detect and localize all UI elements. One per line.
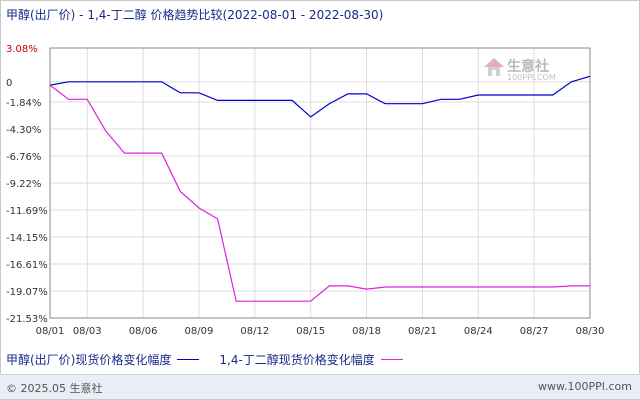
house-logo-icon bbox=[484, 58, 504, 76]
x-tick-label: 08/01 bbox=[36, 326, 65, 337]
y-tick-label: -21.53% bbox=[6, 314, 48, 325]
watermark-name: 生意社 bbox=[507, 59, 549, 75]
watermark-url: 100PPI.COM bbox=[507, 73, 556, 82]
x-tick-label: 08/09 bbox=[185, 326, 214, 337]
y-tick-label: -1.84% bbox=[6, 98, 41, 109]
footer-copyright: © 2025.05 生意社 bbox=[6, 382, 103, 395]
y-tick-label: -11.69% bbox=[6, 206, 48, 217]
x-tick-label: 08/21 bbox=[408, 326, 437, 337]
footer: © 2025.05 生意社 www.100PPI.com bbox=[0, 374, 640, 399]
y-axis: 3.08% 0 -1.84% -4.30% -6.76% -9.22% -11.69% -14… bbox=[6, 44, 48, 325]
y-tick-label: -14.15% bbox=[6, 233, 48, 244]
y-tick-label: -19.07% bbox=[6, 287, 48, 298]
legend-swatch-series1 bbox=[177, 358, 200, 360]
x-tick-label: 08/27 bbox=[520, 326, 549, 337]
x-tick-label: 08/18 bbox=[352, 326, 381, 337]
legend: 甲醇(出厂价)现货价格变化幅度 1,4-丁二醇现货价格变化幅度 bbox=[6, 351, 423, 367]
x-axis: 08/01 08/03 08/06 08/09 08/12 08/15 08/18 08/21… bbox=[36, 326, 605, 337]
y-tick-label: 0 bbox=[6, 78, 12, 89]
plot-area bbox=[49, 47, 591, 319]
legend-label-series1: 甲醇(出厂价)现货价格变化幅度 bbox=[6, 352, 172, 367]
x-tick-label: 08/30 bbox=[576, 326, 605, 337]
x-tick-label: 08/12 bbox=[240, 326, 269, 337]
watermark: 生意社 100PPI.COM bbox=[483, 56, 563, 88]
y-tick-label: 3.08% bbox=[6, 44, 38, 55]
legend-item-series2: 1,4-丁二醇现货价格变化幅度 bbox=[219, 351, 403, 368]
y-tick-label: -4.30% bbox=[6, 125, 41, 136]
series-lines bbox=[49, 75, 591, 302]
legend-label-series2: 1,4-丁二醇现货价格变化幅度 bbox=[219, 352, 375, 367]
grid bbox=[49, 47, 591, 319]
series-line-2 bbox=[49, 84, 590, 302]
x-tick-label: 08/03 bbox=[73, 326, 102, 337]
y-tick-label: -6.76% bbox=[6, 152, 41, 163]
chart-title: 甲醇(出厂价) - 1,4-丁二醇 价格趋势比较(2022-08-01 - 20… bbox=[6, 8, 384, 22]
x-tick-label: 08/15 bbox=[296, 326, 325, 337]
y-tick-label: -16.61% bbox=[6, 260, 48, 271]
footer-site-link[interactable]: www.100PPI.com bbox=[538, 380, 632, 393]
x-tick-label: 08/24 bbox=[464, 326, 493, 337]
legend-item-series1: 甲醇(出厂价)现货价格变化幅度 bbox=[6, 351, 200, 368]
series-line-1 bbox=[49, 75, 591, 118]
x-tick-label: 08/06 bbox=[129, 326, 158, 337]
legend-swatch-series2 bbox=[380, 358, 403, 360]
y-tick-label: -9.22% bbox=[6, 179, 41, 190]
